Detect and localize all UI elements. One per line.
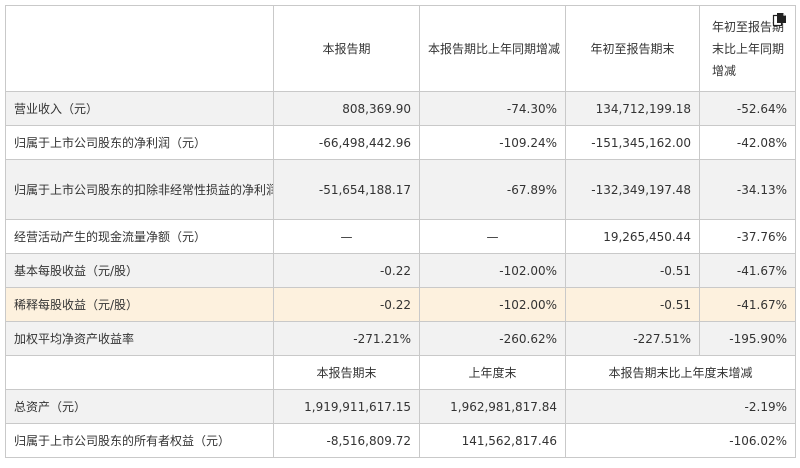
subheader-period-end: 本报告期末: [273, 355, 420, 390]
cell-ytd: -227.51%: [565, 321, 700, 356]
cell-ytd: 134,712,199.18: [565, 91, 700, 126]
cell-ytd-yoy: -41.67%: [699, 287, 796, 322]
table-row: 归属于上市公司股东的净利润（元） -66,498,442.96 -109.24%…: [5, 125, 796, 160]
cell-ytd-yoy: -195.90%: [699, 321, 796, 356]
cell-change: -106.02%: [565, 423, 796, 458]
table-header-row: 本报告期 本报告期比上年同期增减 年初至报告期末 年初至报告期末比上年同期增减: [5, 5, 796, 92]
cell-ytd-yoy: -37.76%: [699, 219, 796, 254]
table-row: 经营活动产生的现金流量净额（元） — — 19,265,450.44 -37.7…: [5, 219, 796, 254]
cell-current-period-yoy: -74.30%: [419, 91, 566, 126]
subheader-empty-cell: [5, 355, 274, 390]
subheader-change: 本报告期末比上年度末增减: [565, 355, 796, 390]
cell-prior-year-end: 1,962,981,817.84: [419, 389, 566, 424]
cell-period-end: -8,516,809.72: [273, 423, 420, 458]
financial-data-table-container: 本报告期 本报告期比上年同期增减 年初至报告期末 年初至报告期末比上年同期增减 …: [5, 5, 796, 458]
table-row: 总资产（元） 1,919,911,617.15 1,962,981,817.84…: [5, 389, 796, 424]
cell-change: -2.19%: [565, 389, 796, 424]
table-subheader-row: 本报告期末 上年度末 本报告期末比上年度末增减: [5, 355, 796, 390]
table-row: 加权平均净资产收益率 -271.21% -260.62% -227.51% -1…: [5, 321, 796, 356]
header-current-period-yoy: 本报告期比上年同期增减: [419, 5, 566, 92]
cell-current-period-yoy: -67.89%: [419, 159, 566, 220]
row-label: 营业收入（元）: [5, 91, 274, 126]
document-copy-icon[interactable]: [772, 12, 787, 27]
row-label: 稀释每股收益（元/股）: [5, 287, 274, 322]
cell-current-period: -66,498,442.96: [273, 125, 420, 160]
cell-ytd-yoy: -41.67%: [699, 253, 796, 288]
cell-ytd: -151,345,162.00: [565, 125, 700, 160]
financial-data-table: 本报告期 本报告期比上年同期增减 年初至报告期末 年初至报告期末比上年同期增减 …: [5, 5, 796, 458]
cell-current-period: —: [273, 219, 420, 254]
table-row: 营业收入（元） 808,369.90 -74.30% 134,712,199.1…: [5, 91, 796, 126]
cell-ytd: 19,265,450.44: [565, 219, 700, 254]
cell-current-period: -51,654,188.17: [273, 159, 420, 220]
cell-current-period: 808,369.90: [273, 91, 420, 126]
table-row: 基本每股收益（元/股） -0.22 -102.00% -0.51 -41.67%: [5, 253, 796, 288]
header-empty-cell: [5, 5, 274, 92]
cell-ytd: -132,349,197.48: [565, 159, 700, 220]
cell-period-end: 1,919,911,617.15: [273, 389, 420, 424]
header-ytd-yoy: 年初至报告期末比上年同期增减: [712, 19, 785, 78]
cell-ytd-yoy: -42.08%: [699, 125, 796, 160]
header-ytd-yoy-cell: 年初至报告期末比上年同期增减: [699, 5, 796, 92]
cell-ytd: -0.51: [565, 287, 700, 322]
cell-prior-year-end: 141,562,817.46: [419, 423, 566, 458]
subheader-prior-year-end: 上年度末: [419, 355, 566, 390]
row-label: 归属于上市公司股东的净利润（元）: [5, 125, 274, 160]
cell-current-period: -271.21%: [273, 321, 420, 356]
row-label: 加权平均净资产收益率: [5, 321, 274, 356]
header-ytd: 年初至报告期末: [565, 5, 700, 92]
cell-current-period-yoy: -260.62%: [419, 321, 566, 356]
cell-ytd: -0.51: [565, 253, 700, 288]
cell-current-period-yoy: -102.00%: [419, 253, 566, 288]
cell-current-period: -0.22: [273, 253, 420, 288]
row-label: 经营活动产生的现金流量净额（元）: [5, 219, 274, 254]
table-row: 归属于上市公司股东的所有者权益（元） -8,516,809.72 141,562…: [5, 423, 796, 458]
cell-current-period: -0.22: [273, 287, 420, 322]
cell-ytd-yoy: -52.64%: [699, 91, 796, 126]
cell-current-period-yoy: -109.24%: [419, 125, 566, 160]
row-label: 归属于上市公司股东的扣除非经常性损益的净利润（元）: [5, 159, 274, 220]
table-row: 归属于上市公司股东的扣除非经常性损益的净利润（元） -51,654,188.17…: [5, 159, 796, 220]
cell-current-period-yoy: —: [419, 219, 566, 254]
cell-current-period-yoy: -102.00%: [419, 287, 566, 322]
header-current-period: 本报告期: [273, 5, 420, 92]
row-label: 总资产（元）: [5, 389, 274, 424]
table-row-highlighted: 稀释每股收益（元/股） -0.22 -102.00% -0.51 -41.67%: [5, 287, 796, 322]
row-label: 归属于上市公司股东的所有者权益（元）: [5, 423, 274, 458]
row-label: 基本每股收益（元/股）: [5, 253, 274, 288]
cell-ytd-yoy: -34.13%: [699, 159, 796, 220]
